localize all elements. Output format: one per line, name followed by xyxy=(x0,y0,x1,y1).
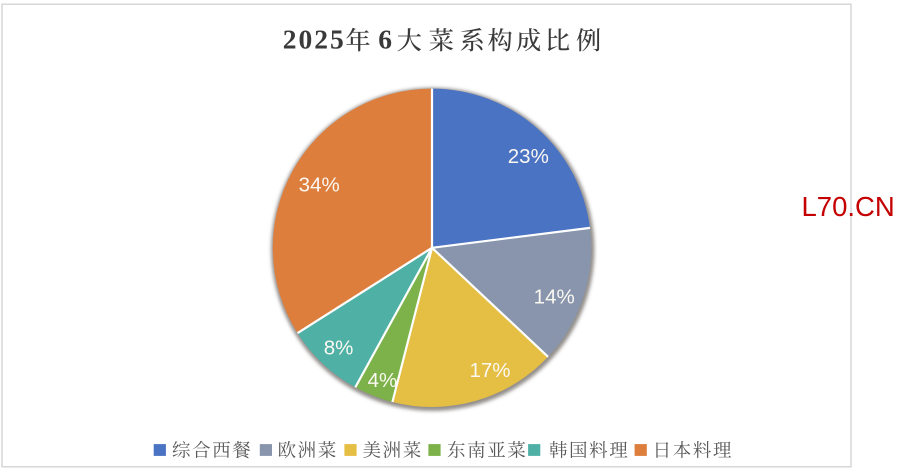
svg-text:14%: 14% xyxy=(534,286,575,309)
svg-text:17%: 17% xyxy=(469,359,510,382)
svg-text:23%: 23% xyxy=(508,145,549,168)
svg-text:34%: 34% xyxy=(299,173,340,196)
svg-text:8%: 8% xyxy=(324,336,354,359)
svg-text:6: 6 xyxy=(378,24,392,55)
svg-text:2025: 2025 xyxy=(283,24,344,55)
svg-text:L70.CN: L70.CN xyxy=(802,191,895,222)
svg-text:4%: 4% xyxy=(368,369,398,392)
